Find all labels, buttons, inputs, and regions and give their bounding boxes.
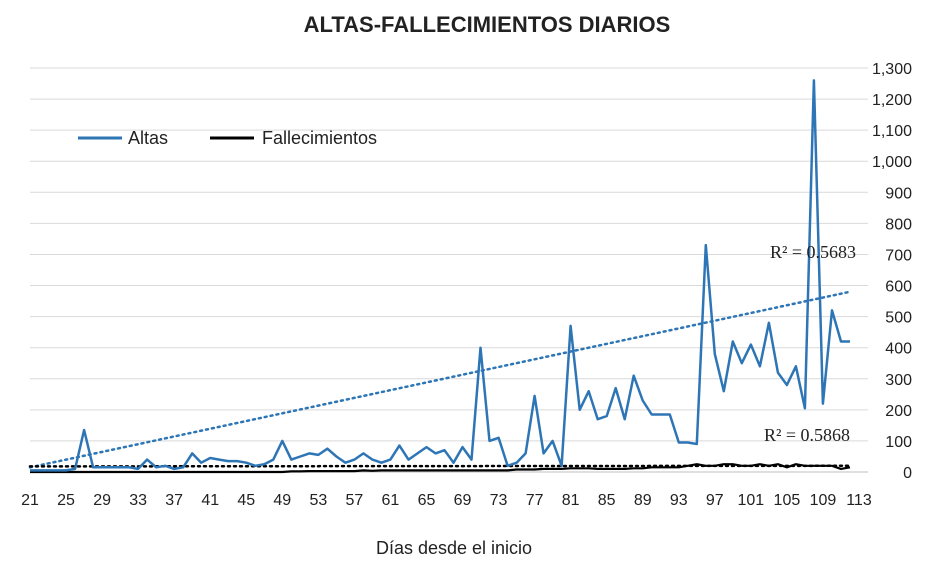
series-line-fallecimientos	[30, 463, 851, 474]
legend-label-fallecimientos: Fallecimientos	[262, 128, 377, 148]
r2-label-altas: R² = 0.5683	[770, 242, 856, 262]
y-tick-label: 300	[885, 372, 912, 389]
x-tick-label: 113	[846, 492, 872, 509]
y-tick-label: 600	[885, 279, 912, 296]
x-tick-label: 65	[418, 492, 436, 509]
x-tick-label: 49	[273, 492, 291, 509]
series-lines	[30, 79, 851, 474]
x-tick-label: 45	[237, 492, 255, 509]
x-tick-label: 101	[738, 492, 765, 509]
y-tick-label: 500	[885, 310, 912, 327]
x-tick-label: 25	[57, 492, 75, 509]
x-tick-label: 93	[670, 492, 688, 509]
x-tick-label: 77	[526, 492, 544, 509]
x-tick-label: 89	[634, 492, 652, 509]
y-tick-label: 800	[885, 216, 912, 233]
x-tick-label: 57	[345, 492, 363, 509]
gridlines	[30, 67, 868, 473]
x-tick-label: 37	[165, 492, 183, 509]
y-tick-label: 700	[885, 247, 912, 264]
x-tick-label: 33	[129, 492, 147, 509]
x-tick-label: 105	[774, 492, 801, 509]
y-tick-label: 200	[885, 403, 912, 420]
legend-label-altas: Altas	[128, 128, 168, 148]
y-tick-label: 900	[885, 185, 912, 202]
y-tick-label: 1,100	[872, 123, 912, 140]
x-tick-label: 81	[562, 492, 580, 509]
r2-label-fallecimientos: R² = 0.5868	[764, 425, 850, 445]
x-tick-label: 61	[382, 492, 400, 509]
x-tick-label: 53	[309, 492, 327, 509]
series-line-altas	[30, 79, 850, 472]
x-tick-label: 97	[706, 492, 724, 509]
y-tick-label: 0	[903, 465, 912, 482]
y-tick-label: 1,000	[872, 154, 912, 171]
y-tick-label: 100	[885, 434, 912, 451]
y-tick-label: 1,300	[872, 61, 912, 78]
x-tick-label: 109	[810, 492, 837, 509]
y-tick-label: 400	[885, 341, 912, 358]
y-tick-label: 1,200	[872, 92, 912, 109]
x-tick-label: 85	[598, 492, 616, 509]
chart-title: ALTAS-FALLECIMIENTOS DIARIOS	[304, 12, 671, 37]
x-axis-ticks: 21 25 29 33 37 41 45 49 53 57 61 65 69 73 77 81 85 89 93 97…	[21, 492, 872, 509]
y-axis-ticks: 0 100 200 300 400 500 600 700 800 900 1,000 1,100 1,…	[872, 61, 912, 482]
x-axis-label: Días desde el inicio	[376, 538, 532, 558]
x-tick-label: 29	[93, 492, 111, 509]
legend: Altas Fallecimientos	[78, 128, 377, 148]
x-tick-label: 69	[454, 492, 472, 509]
x-tick-label: 73	[490, 492, 508, 509]
x-tick-label: 41	[201, 492, 219, 509]
x-tick-label: 21	[21, 492, 39, 509]
